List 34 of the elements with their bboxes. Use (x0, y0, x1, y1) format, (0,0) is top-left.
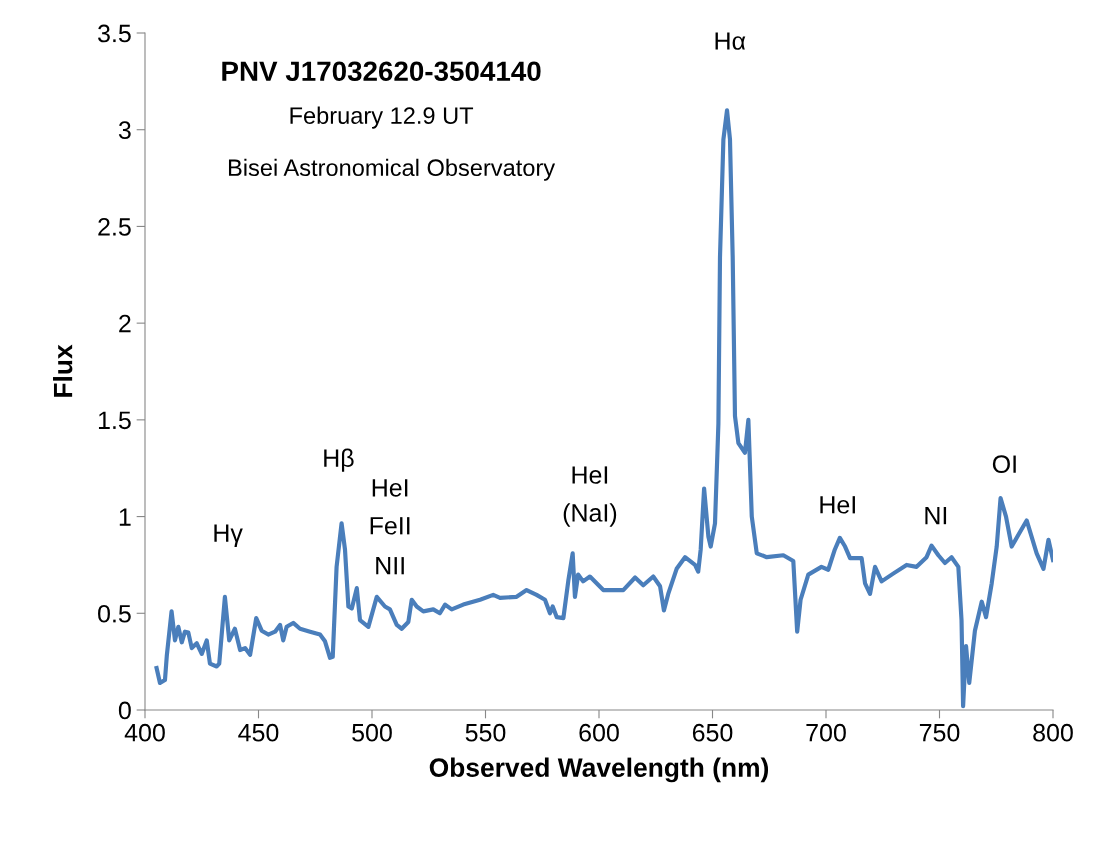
y-tick-label: 0 (118, 701, 131, 720)
annotation: NI (925, 507, 947, 525)
annotation: OI (992, 455, 1016, 473)
annotation: Hα (715, 32, 746, 50)
y-tick-label: 0.5 (98, 604, 131, 623)
annotation: NII (376, 557, 404, 575)
annotation: (NaI) (563, 503, 617, 527)
annotation: Bisei Astronomical Observatory (228, 158, 556, 181)
y-tick-label: 3.5 (98, 24, 131, 43)
x-tick-label: 700 (806, 723, 846, 742)
annotation: HeI (372, 479, 408, 497)
x-tick-label: 800 (1033, 723, 1073, 742)
x-tick-label: 600 (579, 723, 619, 742)
y-tick-label: 2.5 (98, 218, 131, 236)
annotation: HeI (820, 496, 855, 514)
annotation: Hβ (324, 448, 354, 472)
y-tick-label: 1 (119, 508, 131, 526)
y-tick-label: 2 (119, 314, 131, 333)
x-axis-title: Observed Wavelength (nm) (429, 757, 769, 783)
annotation: FeII (370, 517, 410, 535)
annotation: Hγ (214, 524, 243, 547)
annotation: HeI (572, 466, 608, 484)
text: PNV J17032620-3504140 (222, 61, 541, 82)
line-series (154, 108, 1053, 709)
y-axis-title: Flux (53, 344, 73, 397)
text: February 12.9 UT (290, 106, 474, 129)
y-tick-label: 1.5 (98, 411, 131, 430)
x-tick-label: 500 (352, 723, 392, 742)
x-tick-label: 450 (238, 723, 279, 742)
y-tick-label: 3 (118, 121, 131, 140)
x-tick-label: 650 (692, 723, 733, 742)
x-tick-label: 750 (919, 723, 960, 742)
x-tick-label: 400 (124, 723, 165, 742)
x-tick-label: 550 (465, 723, 506, 742)
